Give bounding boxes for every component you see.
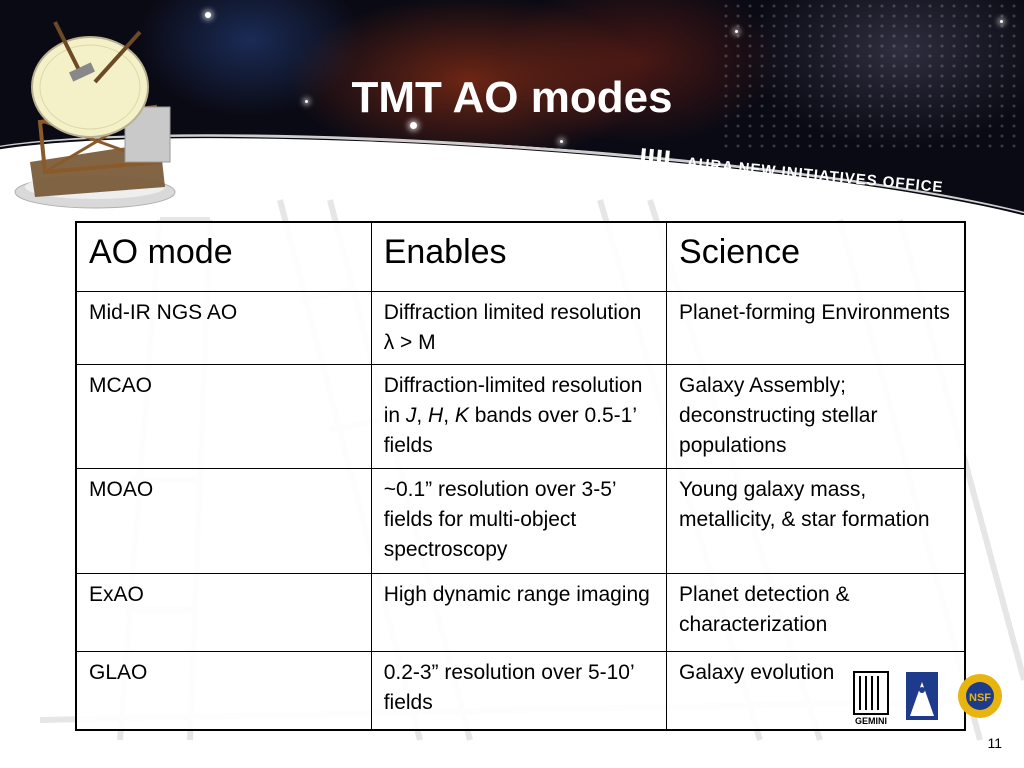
table-row: Mid-IR NGS AO Diffraction limited resolu… — [75, 291, 966, 365]
cell-enables: Diffraction-limited resolution in J, H, … — [370, 364, 668, 469]
cell-ao-mode: GLAO — [75, 651, 372, 730]
page-title: TMT AO modes — [351, 73, 673, 123]
cell-science: Planet detection & characterization — [666, 573, 966, 652]
separator: , — [443, 404, 455, 427]
separator: , — [416, 404, 429, 427]
column-header-enables: Enables — [370, 221, 668, 292]
cell-ao-mode: Mid-IR NGS AO — [75, 291, 372, 365]
cell-enables: 0.2-3” resolution over 5-10’ fields — [370, 651, 668, 730]
banner-bars — [639, 148, 670, 175]
mirror-hex-pattern — [720, 0, 1024, 150]
gemini-logo-icon: GEMINI — [853, 671, 889, 726]
aura-logo-icon — [906, 672, 938, 720]
slide-number: 11 — [987, 735, 1002, 751]
column-header-ao-mode: AO mode — [75, 221, 372, 292]
sponsor-logos: GEMINI NSF — [853, 671, 1002, 726]
star-icon — [735, 30, 738, 33]
cell-enables-text: bands over 0.5-1’ fields — [383, 404, 637, 457]
star-icon — [560, 140, 563, 143]
table-row: GLAO 0.2-3” resolution over 5-10’ fields… — [75, 651, 966, 730]
telescope-illustration — [14, 21, 176, 209]
table-row: ExAO High dynamic range imaging Planet d… — [75, 573, 966, 652]
cell-science: Young galaxy mass, metallicity, & star f… — [666, 468, 966, 574]
svg-text:GEMINI: GEMINI — [855, 716, 887, 726]
band-k: K — [454, 404, 469, 427]
band-h: H — [428, 404, 444, 427]
table-header-row: AO mode Enables Science — [75, 221, 966, 292]
cell-enables-text: Diffraction limited resolution — [383, 301, 642, 324]
star-icon — [305, 100, 308, 103]
cell-science: Planet-forming Environments — [666, 291, 966, 365]
cell-enables: High dynamic range imaging — [370, 573, 668, 652]
svg-text:NSF: NSF — [969, 692, 991, 704]
ao-modes-table: AO mode Enables Science Mid-IR NGS AO Di… — [75, 221, 966, 731]
cell-ao-mode: MCAO — [75, 364, 372, 469]
nsf-logo-icon: NSF — [958, 674, 1002, 718]
cell-enables-text: Diffraction-limited resolution in — [383, 374, 643, 427]
column-header-science: Science — [666, 221, 966, 292]
table-row: MCAO Diffraction-limited resolution in J… — [75, 364, 966, 469]
star-icon — [410, 122, 417, 129]
table-row: MOAO ~0.1” resolution over 3-5’ fields f… — [75, 468, 966, 574]
cell-enables-symbol: λ > M — [383, 331, 436, 354]
star-icon — [205, 12, 211, 18]
star-icon — [1000, 20, 1003, 23]
cell-ao-mode: ExAO — [75, 573, 372, 652]
cell-enables: ~0.1” resolution over 3-5’ fields for mu… — [370, 468, 668, 574]
band-j: J — [405, 404, 417, 427]
cell-enables: Diffraction limited resolution λ > M — [370, 291, 668, 365]
cell-science: Galaxy Assembly; deconstructing stellar … — [666, 364, 966, 469]
cell-ao-mode: MOAO — [75, 468, 372, 574]
